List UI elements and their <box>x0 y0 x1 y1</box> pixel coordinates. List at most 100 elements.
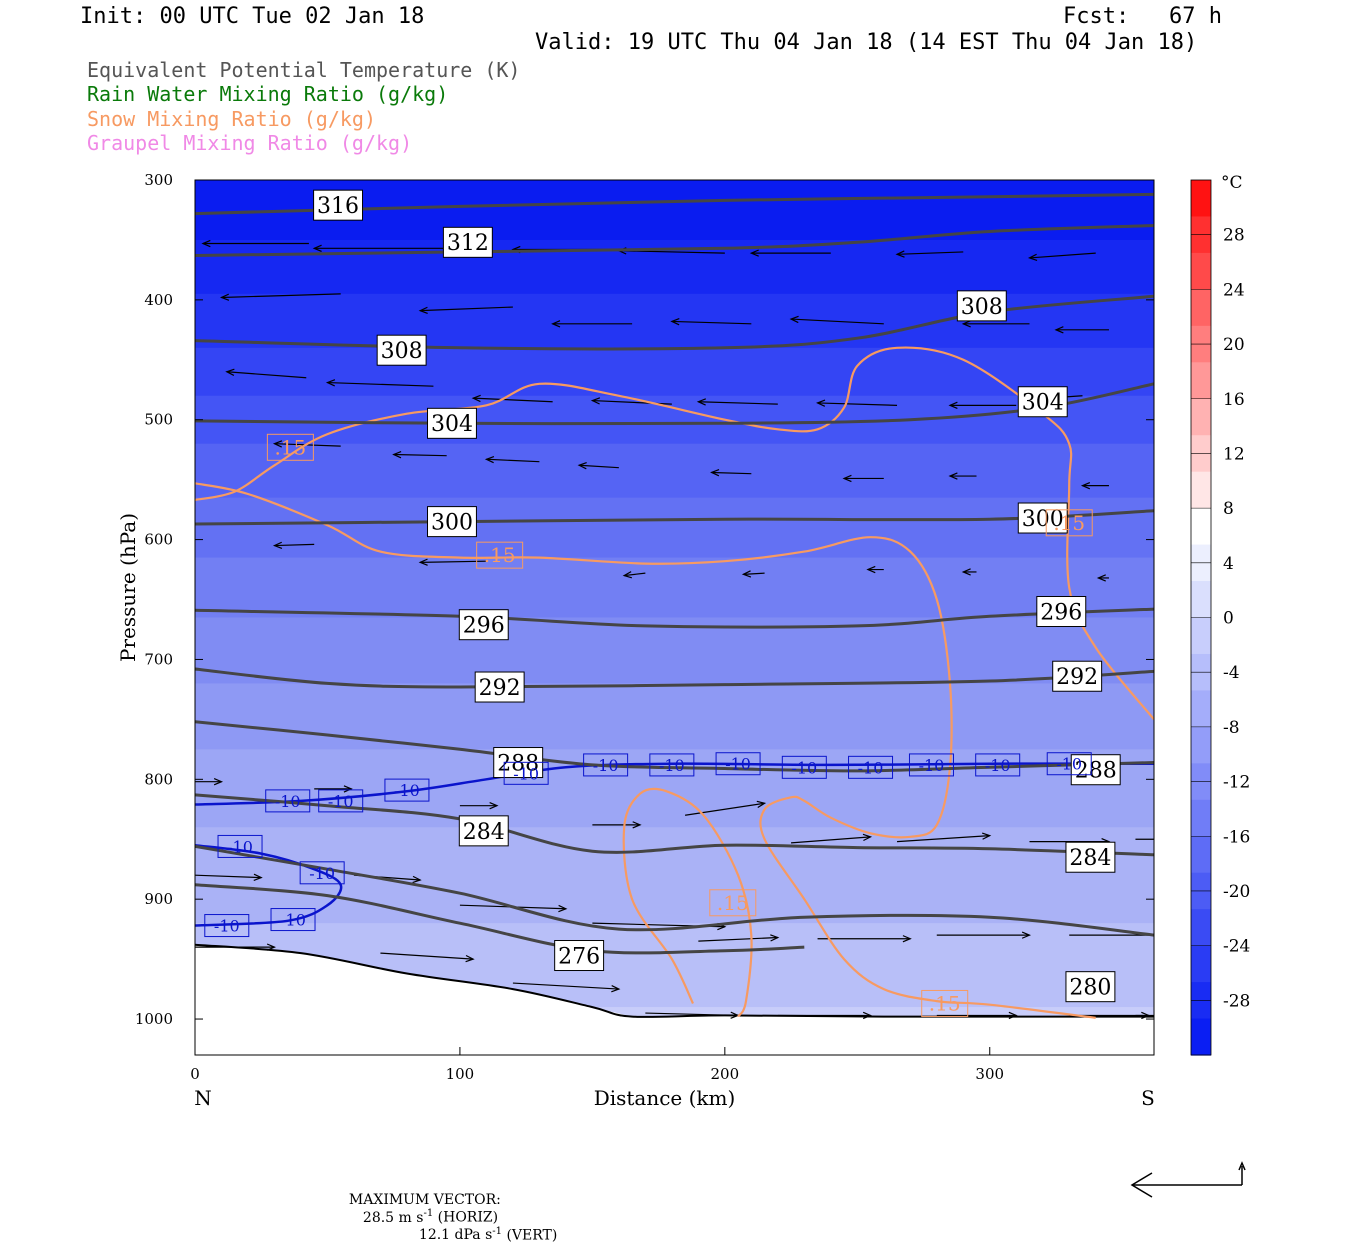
isotherm-label-4: -10 <box>593 756 619 775</box>
wind-vector-head-25 <box>577 462 587 470</box>
temp-band-5 <box>195 443 1154 499</box>
wind-vector-head-56 <box>611 985 621 993</box>
theta-e-label-7-box <box>1017 502 1068 534</box>
wind-vector-head-13 <box>1054 326 1064 334</box>
theta-e-label-7: 300 <box>1022 507 1064 532</box>
wind-vector-6 <box>1029 252 1096 259</box>
theta-e-label-15-box <box>1065 841 1116 873</box>
colorbar-swatch-8 <box>1191 471 1211 509</box>
y-tick-label-4: 700 <box>144 650 173 668</box>
colorbar-swatch-17 <box>1191 799 1211 837</box>
theta-e-line-14 <box>195 793 1154 857</box>
vert-value: 12.1 dPa s <box>418 1227 493 1243</box>
wind-vector-head-29 <box>1080 481 1091 490</box>
temp-band-4 <box>195 395 1154 445</box>
ground-fill <box>195 944 1154 1055</box>
wind-vector-7 <box>221 293 341 299</box>
theta-e-label-16: 280 <box>1069 976 1111 1001</box>
legend-graupel: Graupel Mixing Ratio (g/kg) <box>87 131 413 155</box>
colorbar-swatch-14 <box>1191 690 1211 728</box>
colorbar-swatch-6 <box>1191 398 1211 436</box>
colorbar-label-1: 24 <box>1223 280 1245 300</box>
horiz-tag: (HORIZ) <box>433 1209 499 1226</box>
wind-vector-head-54 <box>266 943 277 951</box>
wind-vector-41 <box>685 802 765 816</box>
forecast-hour: Fcst: 67 h <box>1063 4 1222 29</box>
theta-e-label-13: 288 <box>1075 759 1117 784</box>
isotherm-label-2: -10 <box>394 781 420 800</box>
colorbar-label-4: 12 <box>1223 444 1245 464</box>
x-tick-label-3: 300 <box>975 1065 1004 1083</box>
isotherm-line-1 <box>195 843 343 927</box>
theta-e-line-12 <box>195 720 1154 773</box>
terrain-mask <box>195 943 1154 1055</box>
isotherm-label-box-4 <box>583 753 629 777</box>
isotherm-label-box-13 <box>299 861 345 885</box>
wind-vector-head-16 <box>471 394 481 403</box>
wind-vector-15 <box>327 381 434 387</box>
wind-vector-32 <box>624 572 646 577</box>
wind-vector-19 <box>817 402 898 406</box>
theta-e-label-16-box <box>1065 971 1116 1003</box>
snow-label-2: .15 <box>717 891 749 915</box>
theta-e-line-17 <box>195 883 805 955</box>
wind-vector-head-0 <box>201 239 211 248</box>
theta-e-label-6-box <box>427 506 477 538</box>
theta-e-label-14-box <box>458 815 509 847</box>
wind-vector-31 <box>420 560 487 563</box>
wind-vector-head-27 <box>842 474 852 483</box>
colorbar-label-10: -12 <box>1223 773 1250 793</box>
legend-snow: Snow Mixing Ratio (g/kg) <box>87 107 376 131</box>
theta-e-label-1: 312 <box>447 231 489 256</box>
y-tick-label-1: 400 <box>144 291 173 309</box>
wind-vector-head-31 <box>418 558 428 566</box>
colorbar-swatch-2 <box>1191 252 1211 290</box>
horiz-exponent: -1 <box>423 1208 434 1219</box>
colorbar-swatch-21 <box>1191 945 1211 983</box>
wind-vector-head-40 <box>632 821 642 829</box>
wind-vector-head-20 <box>948 401 958 410</box>
wind-vector-head-59 <box>1008 1011 1018 1020</box>
theta-e-line-8 <box>195 607 1154 629</box>
wind-vector-16 <box>473 397 553 403</box>
colorbar-label-7: 0 <box>1223 609 1234 629</box>
isotherm-label-box-12 <box>217 834 263 858</box>
theta-e-label-9-box <box>1036 596 1087 628</box>
ground-line <box>195 943 1154 1019</box>
colorbar-swatch-20 <box>1191 909 1211 947</box>
colorbar-swatch-3 <box>1191 289 1211 327</box>
y-tick-label-3: 600 <box>144 531 173 549</box>
y-tick-label-0: 300 <box>144 171 173 189</box>
colorbar-swatch-9 <box>1191 508 1211 546</box>
theta-e-label-17-box <box>554 940 605 972</box>
theta-e-line-10 <box>195 667 1154 689</box>
wind-vector-23 <box>393 453 447 457</box>
theta-e-label-8-box <box>458 609 509 641</box>
isotherm-label-0: -10 <box>275 792 301 811</box>
max-vector-label: MAXIMUM VECTOR: <box>348 1192 501 1208</box>
snow-contour-2 <box>622 787 753 1018</box>
colorbar-label-13: -24 <box>1223 937 1250 957</box>
y-tick-label-2: 500 <box>144 411 173 429</box>
wind-vector-head-6 <box>1027 253 1038 262</box>
theta-e-label-10: 292 <box>479 676 521 701</box>
theta-e-label-1-box <box>442 226 493 258</box>
wind-vector-head-4 <box>749 249 759 257</box>
x-tick-label-2: 200 <box>711 1065 740 1083</box>
isotherm-label-6: -10 <box>725 755 751 774</box>
isotherm-label-3: -10 <box>513 764 539 783</box>
theta-e-label-6: 300 <box>431 511 473 536</box>
theta-e-label-2: 308 <box>381 339 423 364</box>
x-end-label-left: N <box>194 1086 212 1110</box>
wind-vector-head-50 <box>770 934 780 942</box>
colorbar-label-11: -16 <box>1223 827 1250 847</box>
wind-vector-3 <box>618 250 725 254</box>
theta-e-label-15: 284 <box>1069 846 1111 871</box>
wind-vector-head-1 <box>312 244 322 252</box>
y-tick-label-6: 900 <box>144 890 173 908</box>
wind-vector-head-43 <box>981 832 992 840</box>
isotherm-label-12: -10 <box>227 837 253 856</box>
colorbar-swatch-12 <box>1191 617 1211 655</box>
y-tick-label-5: 800 <box>144 770 173 788</box>
wind-vector-head-55 <box>465 954 475 963</box>
